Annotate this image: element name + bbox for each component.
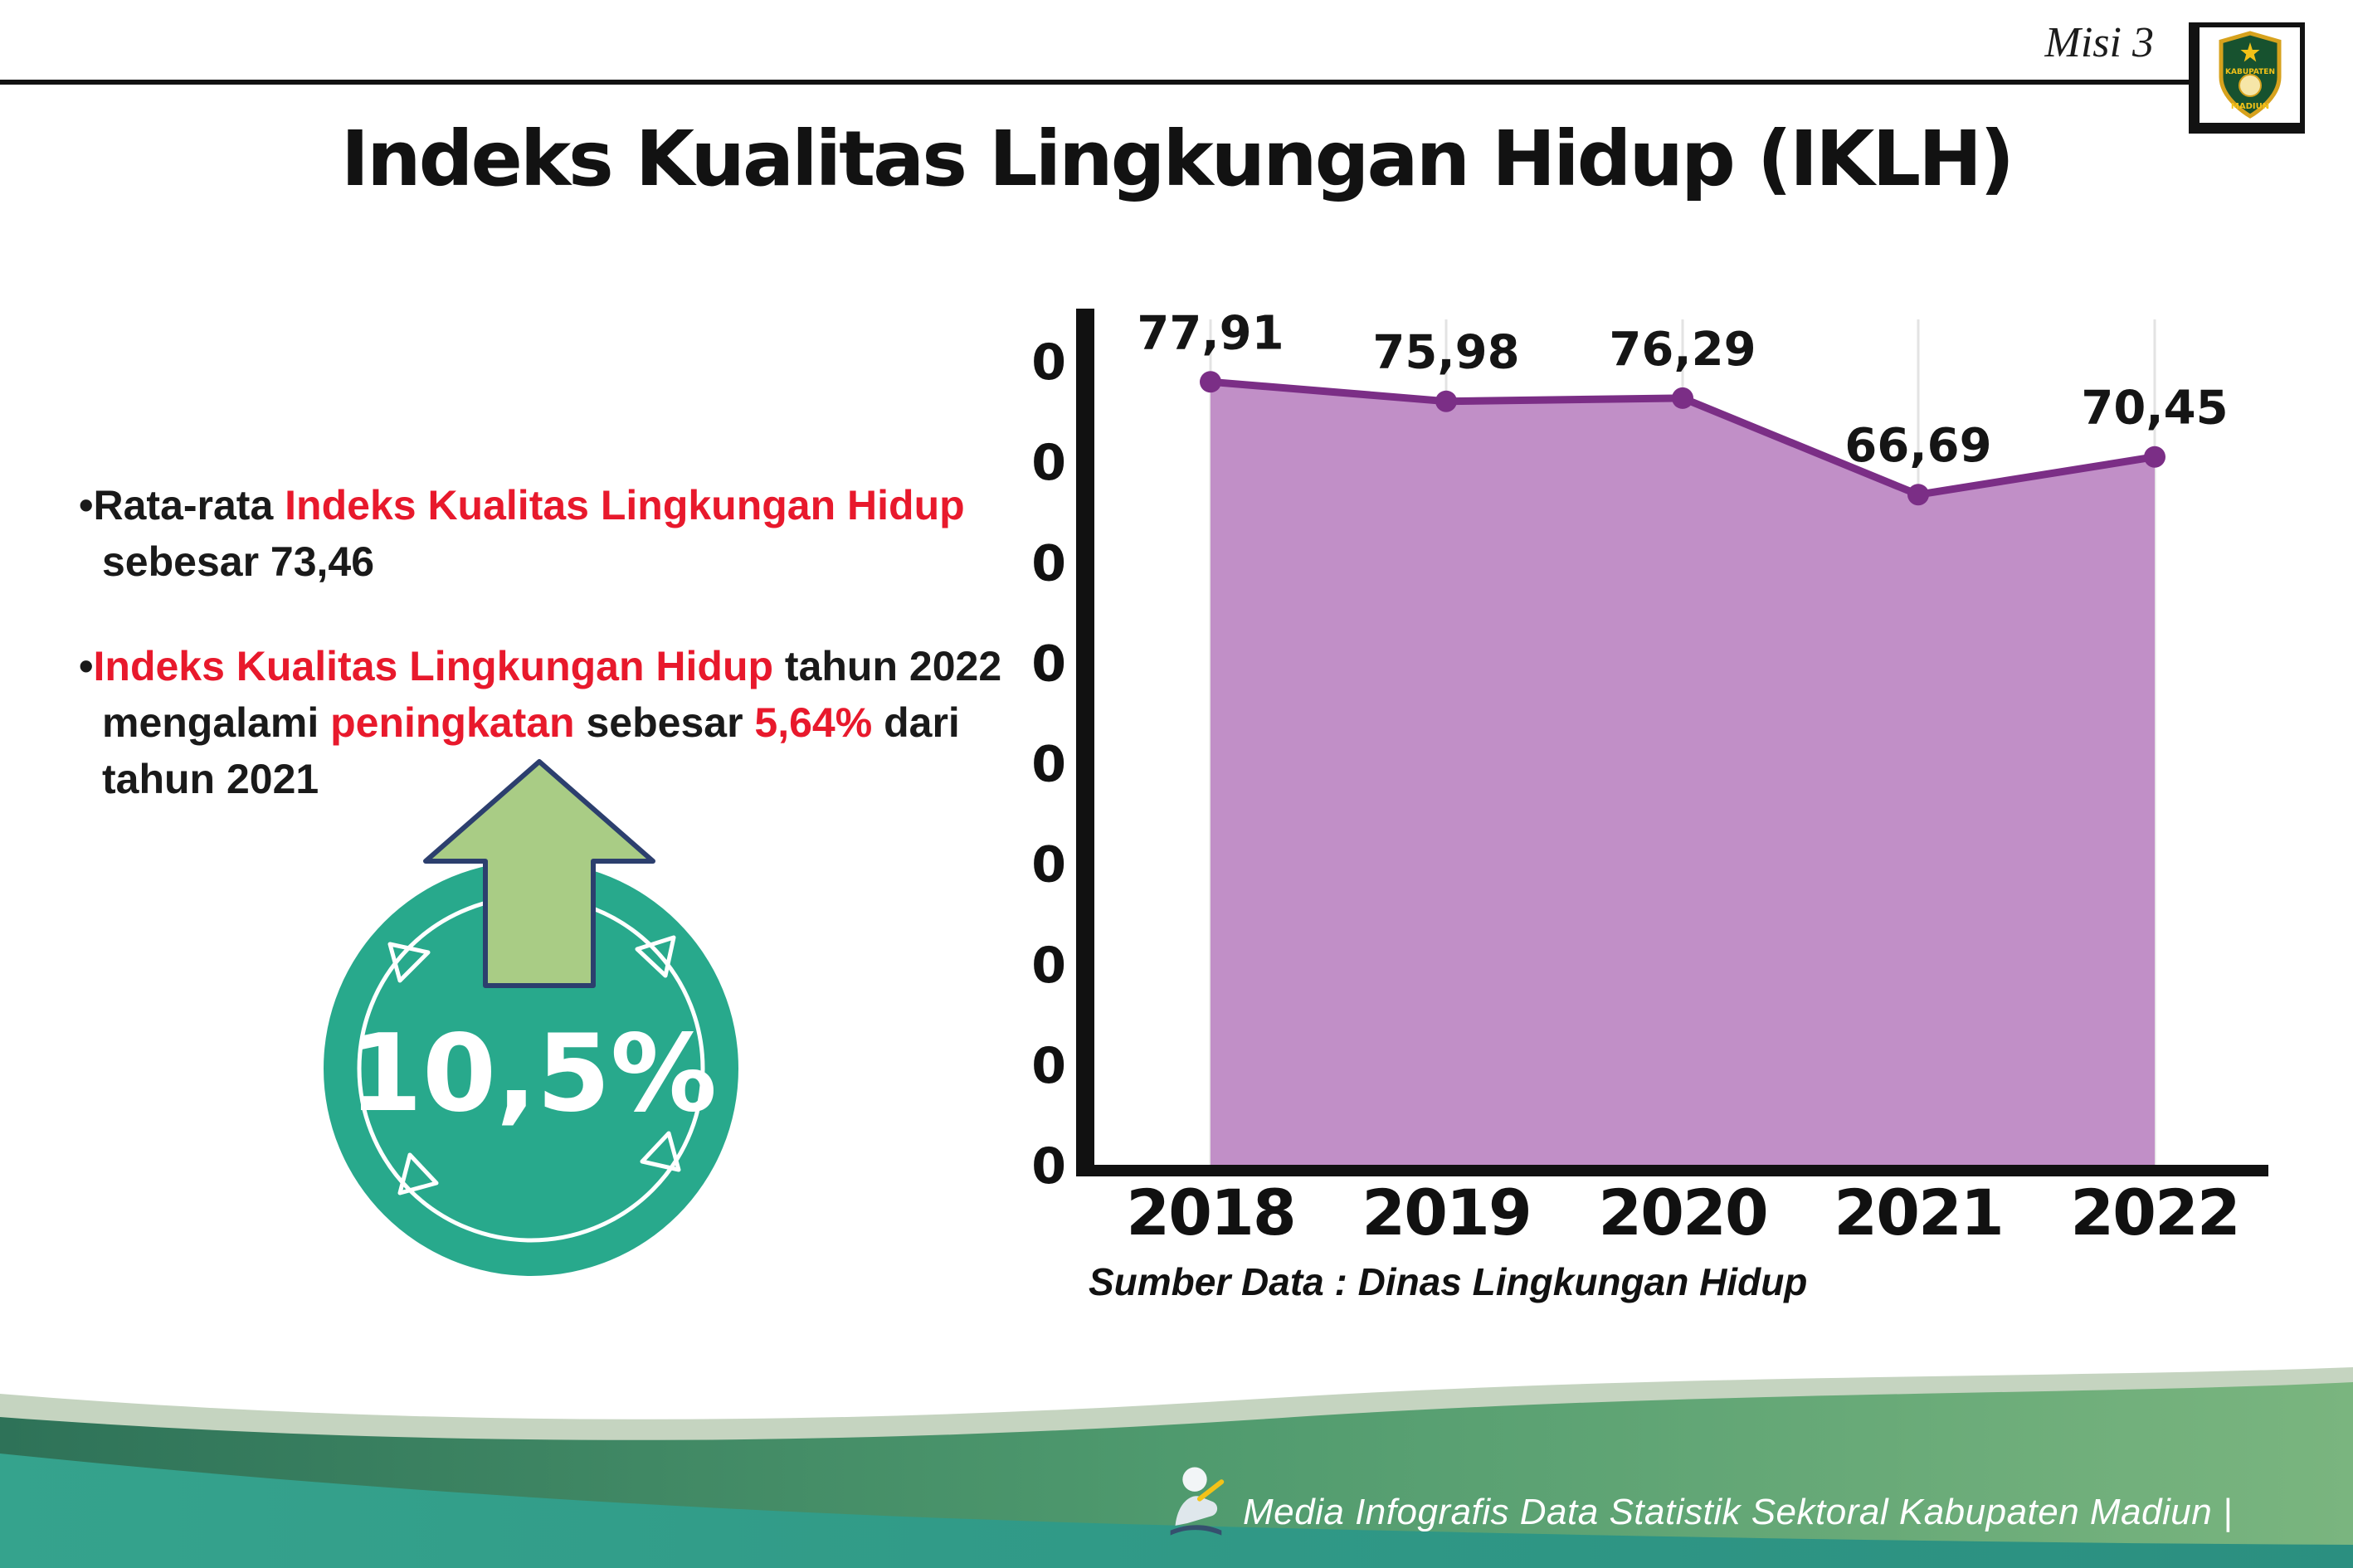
value-label-2021: 66,69 [1844,419,1991,473]
text-segment-highlight: Indeks Kualitas Lingkungan Hidup [285,482,965,528]
bullet-marker: • [79,482,94,528]
summary-bullets: •Rata-rata Indeks Kualitas Lingkungan Hi… [79,477,1116,855]
text-segment: mengalami [102,699,331,746]
data-point-2020 [1672,387,1693,409]
text-segment-highlight: peningkatan [330,699,575,746]
xtick-2018: 2018 [1126,1176,1295,1249]
data-points [1200,371,2165,506]
crest-top-text: KABUPATEN [2225,68,2275,76]
text-segment: tahun 2022 [773,643,1002,689]
data-point-2019 [1435,390,1457,412]
text-segment: sebesar 73,46 [102,538,375,585]
text-segment-highlight: 5,64% [754,699,873,746]
data-value-labels: 77,91 75,98 76,29 66,69 70,45 [1137,306,2228,473]
page-title: Indeks Kualitas Lingkungan Hidup (IKLH) [340,114,2014,203]
text-segment: sebesar [574,699,755,746]
y-axis [1076,309,1094,1176]
increase-badge: 10,5% [324,759,738,1276]
kabupaten-madiun-logo: KABUPATEN MADIUN [2189,22,2305,134]
ytick-60: 60 [1033,534,1066,592]
mascot-icon [1170,1467,1225,1536]
xtick-2019: 2019 [1362,1176,1531,1249]
crest-star-icon [2240,41,2259,61]
badge-value: 10,5% [348,1012,717,1136]
ring-mark-br-icon [640,1131,681,1172]
footer-waves [0,1367,2353,1568]
up-arrow-icon [423,759,655,988]
footer-credit: Media Infografis Data Statistik Sektoral… [1243,1492,2233,1532]
bullet-increase: •Indeks Kualitas Lingkungan Hidup tahun … [79,638,1116,807]
value-label-2019: 75,98 [1372,326,1519,380]
value-label-2022: 70,45 [2081,382,2228,436]
value-label-2020: 76,29 [1609,323,1756,377]
y-tick-labels: 0 10 20 30 40 50 60 70 80 [1033,334,1066,1195]
ytick-20: 20 [1033,937,1066,995]
series-area [1211,382,2155,1165]
text-segment-highlight: Indeks Kualitas Lingkungan Hidup [93,643,774,689]
bullet-average: •Rata-rata Indeks Kualitas Lingkungan Hi… [79,477,1116,590]
xtick-2020: 2020 [1598,1176,1767,1249]
ytick-70: 70 [1033,434,1066,492]
ytick-10: 10 [1033,1037,1066,1095]
data-point-2018 [1200,371,1221,393]
text-segment: dari [872,699,960,746]
bullet-marker: • [79,643,94,689]
crest-icon: KABUPATEN MADIUN [2219,30,2281,119]
ytick-30: 30 [1033,836,1066,894]
data-point-2021 [1907,484,1929,506]
header-rule [0,80,2190,85]
xtick-2021: 2021 [1834,1176,2003,1249]
crest-emblem [2238,73,2262,97]
ytick-80: 80 [1033,334,1066,392]
source-note: Sumber Data : Dinas Lingkungan Hidup [1089,1260,1808,1303]
wave-teal [0,1454,2353,1568]
misi-label: Misi 3 [2044,19,2154,66]
x-tick-labels: 2018 2019 2020 2021 2022 [1126,1176,2241,1249]
ring-mark-tl-icon [387,942,431,983]
xtick-2022: 2022 [2070,1176,2239,1249]
iklh-area-chart: 77,91 75,98 76,29 66,69 70,45 0 10 20 30 40 50 60 7… [1033,306,2268,1249]
crest-bottom-text: MADIUN [2230,102,2268,111]
ytick-0: 0 [1033,1137,1066,1195]
ring-mark-bl-icon [397,1152,439,1195]
ytick-50: 50 [1033,635,1066,693]
chart-series [1206,377,2159,1165]
value-label-2018: 77,91 [1137,306,1284,360]
data-point-2022 [2144,446,2165,468]
text-segment: tahun 2021 [102,756,319,802]
text-segment: Rata-rata [93,482,285,528]
ytick-40: 40 [1033,736,1066,794]
x-axis [1076,1165,2268,1176]
ring-mark-tr-icon [635,935,676,978]
